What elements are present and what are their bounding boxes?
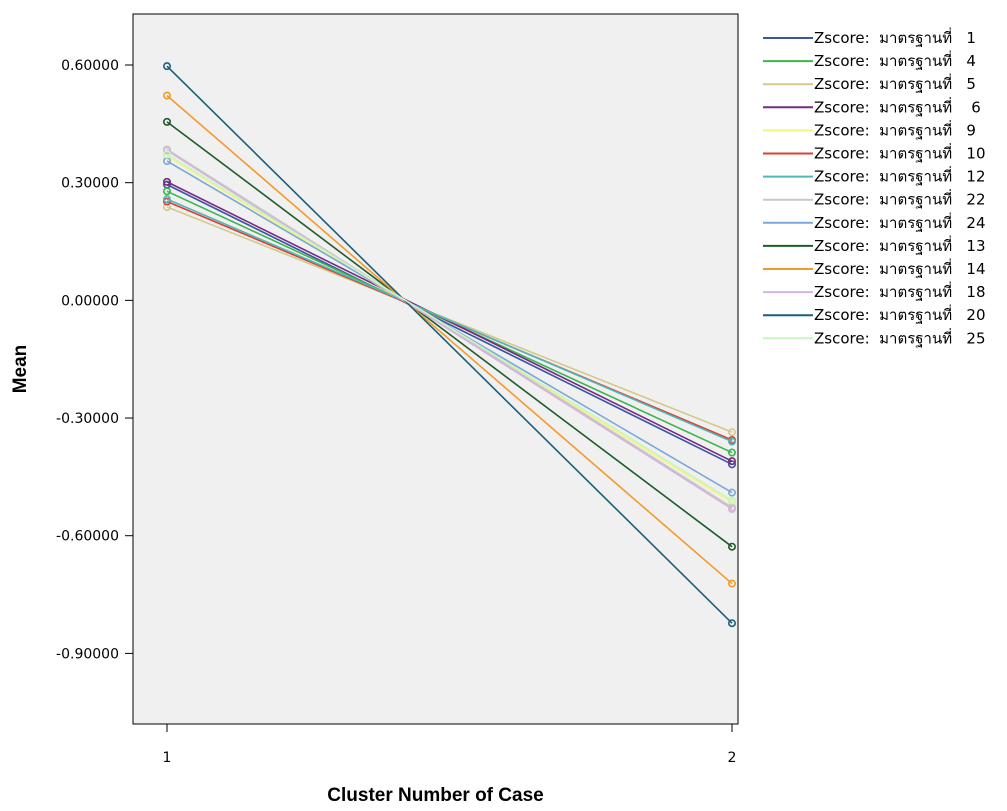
legend-item: Zscore: มาตรฐานที่ 5	[763, 73, 976, 93]
data-point	[163, 117, 172, 126]
legend-item: Zscore: มาตรฐานที่ 9	[763, 119, 976, 139]
legend-item: Zscore: มาตรฐานที่ 24	[763, 212, 986, 232]
series-line	[166, 153, 733, 502]
data-point	[163, 187, 172, 196]
plot-area	[132, 13, 739, 725]
y-tick-label: 0.60000	[61, 58, 119, 74]
series-line	[166, 198, 733, 443]
legend-label: Zscore: มาตรฐานที่ 9	[814, 119, 976, 139]
data-point	[727, 505, 736, 514]
series	[163, 91, 736, 588]
y-axis-title: Mean	[10, 345, 31, 394]
legend-label: Zscore: มาตรฐานที่ 25	[814, 327, 986, 347]
series-line	[166, 94, 733, 585]
series	[163, 150, 736, 505]
data-point	[163, 177, 172, 186]
legend-label: Zscore: มาตรฐานที่ 6	[814, 96, 981, 116]
y-axis: 0.60000 0.30000 0.00000 -0.30000 -0.60000 -0.…	[56, 58, 133, 662]
x-tick-label: 2	[728, 750, 737, 766]
x-tick-label: 1	[163, 750, 172, 766]
y-tick-label: -0.30000	[56, 411, 119, 427]
data-point	[163, 195, 172, 204]
legend: Zscore: มาตรฐานที่ 1 Zscore: มาตรฐานที่ 4…	[763, 27, 986, 347]
series-line	[166, 148, 733, 509]
legend-item: Zscore: มาตรฐานที่ 13	[763, 235, 986, 255]
data-point	[727, 488, 736, 497]
legend-label: Zscore: มาตรฐานที่ 24	[814, 212, 986, 232]
series-line	[166, 121, 733, 548]
series-line	[166, 149, 733, 510]
x-axis-title: Cluster Number of Case	[327, 785, 543, 806]
legend-label: Zscore: มาตรฐานที่ 10	[814, 143, 986, 163]
legend-label: Zscore: มาตรฐานที่ 4	[814, 50, 976, 70]
series-layer	[163, 62, 736, 628]
legend-item: Zscore: มาตรฐานที่ 4	[763, 50, 976, 70]
y-tick-label: 0.00000	[61, 293, 119, 309]
series	[163, 62, 736, 628]
data-point	[727, 457, 736, 466]
series	[163, 117, 736, 551]
data-point	[163, 146, 172, 155]
y-tick-label: 0.30000	[61, 176, 119, 192]
legend-item: Zscore: มาตรฐานที่ 22	[763, 189, 986, 209]
data-point	[727, 579, 736, 588]
data-point	[163, 150, 172, 159]
series-line	[166, 65, 733, 624]
legend-item: Zscore: มาตรฐานที่ 20	[763, 304, 986, 324]
data-point	[727, 619, 736, 628]
data-point	[727, 437, 736, 446]
legend-item: Zscore: มาตรฐานที่ 18	[763, 281, 986, 301]
data-point	[727, 496, 736, 505]
legend-item: Zscore: มาตรฐานที่ 14	[763, 258, 986, 278]
legend-item: Zscore: มาตรฐานที่ 6	[763, 96, 981, 116]
legend-label: Zscore: มาตรฐานที่ 20	[814, 304, 986, 324]
y-tick-label: -0.90000	[56, 646, 119, 662]
legend-label: Zscore: มาตรฐานที่ 1	[814, 27, 976, 47]
legend-label: Zscore: มาตรฐานที่ 12	[814, 166, 986, 186]
data-point	[163, 202, 172, 211]
series	[163, 146, 736, 514]
data-point	[727, 542, 736, 551]
y-tick-label: -0.60000	[56, 529, 119, 545]
series	[163, 195, 736, 446]
legend-item: Zscore: มาตรฐานที่ 10	[763, 143, 986, 163]
legend-item: Zscore: มาตรฐานที่ 1	[763, 27, 976, 47]
data-point	[727, 428, 736, 437]
legend-label: Zscore: มาตรฐานที่ 5	[814, 73, 976, 93]
legend-label: Zscore: มาตรฐานที่ 18	[814, 281, 986, 301]
legend-item: Zscore: มาตรฐานที่ 25	[763, 327, 986, 347]
data-point	[163, 91, 172, 100]
legend-label: Zscore: มาตรฐานที่ 22	[814, 189, 986, 209]
data-point	[727, 448, 736, 457]
legend-label: Zscore: มาตรฐานที่ 13	[814, 235, 986, 255]
legend-item: Zscore: มาตรฐานที่ 12	[763, 166, 986, 186]
legend-label: Zscore: มาตรฐานที่ 14	[814, 258, 986, 278]
data-point	[163, 62, 172, 71]
series-line	[166, 183, 733, 466]
